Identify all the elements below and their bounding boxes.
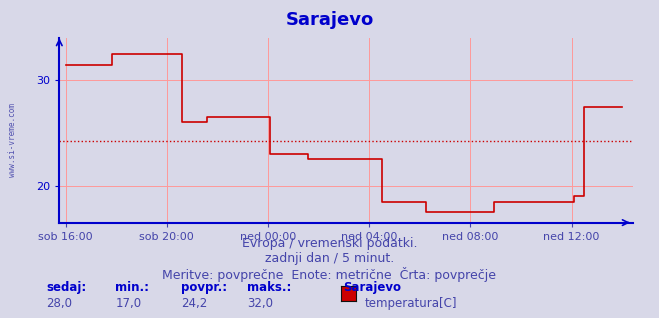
Text: 17,0: 17,0 [115,297,142,310]
Text: Sarajevo: Sarajevo [343,281,401,294]
Text: Meritve: povprečne  Enote: metrične  Črta: povprečje: Meritve: povprečne Enote: metrične Črta:… [163,267,496,282]
Text: povpr.:: povpr.: [181,281,227,294]
Text: sedaj:: sedaj: [46,281,86,294]
Text: maks.:: maks.: [247,281,291,294]
Text: Evropa / vremenski podatki.: Evropa / vremenski podatki. [242,237,417,250]
Text: 24,2: 24,2 [181,297,208,310]
Text: www.si-vreme.com: www.si-vreme.com [8,103,17,177]
Text: 32,0: 32,0 [247,297,273,310]
Text: 28,0: 28,0 [46,297,72,310]
Text: min.:: min.: [115,281,150,294]
Text: Sarajevo: Sarajevo [285,11,374,29]
Text: zadnji dan / 5 minut.: zadnji dan / 5 minut. [265,252,394,265]
Text: temperatura[C]: temperatura[C] [364,297,457,310]
